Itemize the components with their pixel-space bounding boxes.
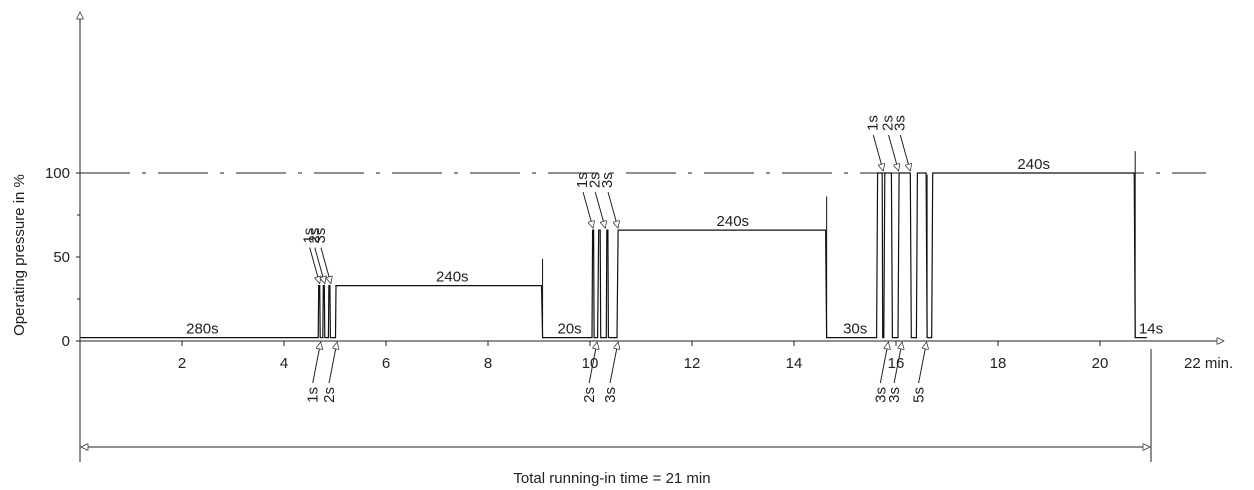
- x-tick-label: 10: [582, 355, 599, 372]
- x-tick-label: 18: [990, 355, 1007, 372]
- pulse-duration-label: 1s: [301, 228, 318, 244]
- pulse-duration-label: 2s: [586, 172, 603, 188]
- pulse-arrow: [609, 342, 618, 384]
- x-tick-label: 2: [178, 355, 186, 372]
- pulse-duration-label: 3s: [891, 115, 908, 131]
- plot-area: [80, 151, 1147, 339]
- segment-duration-label: 30s: [843, 321, 867, 338]
- pulse-duration-label: 3s: [872, 387, 889, 403]
- pulse-arrow: [899, 134, 910, 171]
- total-time-dimension: Total running-in time = 21 min: [81, 349, 1152, 487]
- pulse-duration-label: 1s: [864, 115, 881, 131]
- pulse-duration-label: 3s: [312, 228, 329, 244]
- tick-labels: 22 min. 2 4 6 8 10 12 14 16 18 20 0 50 100: [45, 165, 1233, 372]
- pulse-arrow: [309, 247, 320, 284]
- segment-duration-label: 240s: [1017, 156, 1050, 173]
- pulse-arrow: [314, 247, 325, 284]
- pulse-duration-label: 3s: [599, 172, 616, 188]
- pulse-duration-label: 1s: [305, 387, 322, 403]
- pulse-duration-label: 3s: [602, 387, 619, 403]
- segment-duration-label: 14s: [1139, 321, 1163, 338]
- pulse-duration-label: 1s: [574, 172, 591, 188]
- segment-duration-label: 280s: [186, 321, 219, 338]
- segment-labels: 280s 240s 20s 240s 30s 240s 14s: [186, 156, 1163, 338]
- pulse-duration-label: 2s: [306, 228, 323, 244]
- pulse-arrow: [893, 342, 902, 384]
- segment-duration-label: 240s: [717, 213, 750, 230]
- pulse-arrow: [607, 191, 618, 228]
- pulse-arrow: [879, 342, 888, 384]
- y-tick-label: 50: [53, 249, 70, 266]
- pulse-arrow: [312, 342, 321, 384]
- pulse-duration-label: 2s: [321, 387, 338, 403]
- y-tick-label: 0: [62, 333, 70, 350]
- x-tick-label: 8: [484, 355, 492, 372]
- x-tick-label: 20: [1092, 355, 1109, 372]
- pulse-arrow: [872, 134, 883, 171]
- pulse-duration-label: 5s: [911, 387, 928, 403]
- pulse-arrow: [320, 247, 331, 284]
- x-tick-label: 14: [786, 355, 803, 372]
- x-tick-label: 4: [280, 355, 288, 372]
- pressure-series-line: [80, 172, 1147, 339]
- x-axis-unit-tick-label: 22 min.: [1184, 355, 1233, 372]
- axes: [80, 12, 1224, 462]
- pulse-arrow: [594, 191, 605, 228]
- pulse-arrow: [588, 342, 597, 384]
- pulse-duration-label: 2s: [880, 115, 897, 131]
- pulse-arrow: [888, 134, 899, 171]
- x-tick-label: 6: [382, 355, 390, 372]
- segment-duration-label: 20s: [558, 321, 582, 338]
- pulse-arrow: [918, 342, 927, 384]
- x-tick-label: 16: [888, 355, 905, 372]
- pulse-arrow: [328, 342, 337, 384]
- x-tick-label: 12: [684, 355, 701, 372]
- y-axis-label: Operating pressure in %: [11, 174, 28, 336]
- y-tick-label: 100: [45, 165, 70, 182]
- pulse-duration-label: 2s: [581, 387, 598, 403]
- pulse-arrow: [582, 191, 593, 228]
- segment-duration-label: 240s: [436, 269, 469, 286]
- pulse-duration-label: 3s: [886, 387, 903, 403]
- total-time-label: Total running-in time = 21 min: [513, 470, 710, 487]
